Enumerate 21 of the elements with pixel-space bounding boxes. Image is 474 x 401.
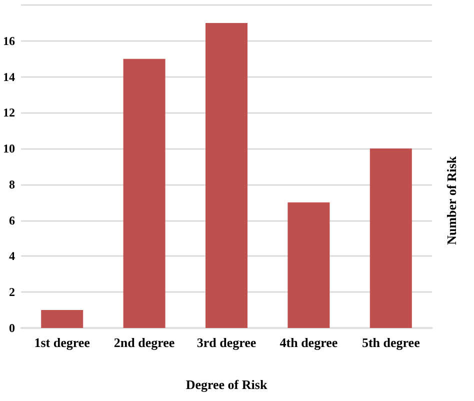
x-tick-label: 1st degree <box>34 335 90 350</box>
x-tick-label: 2nd degree <box>114 335 175 350</box>
y-tick-label: 16 <box>3 34 15 48</box>
y-tick-label: 0 <box>9 321 15 335</box>
y-tick-label: 12 <box>3 106 15 120</box>
x-tick-label: 3rd degree <box>196 335 256 350</box>
y-tick-label: 6 <box>9 213 15 228</box>
bar <box>370 148 412 328</box>
y-tick-label: 8 <box>9 177 15 192</box>
x-axis-title: Degree of Risk <box>186 377 268 392</box>
bar <box>41 310 84 328</box>
y-tick-label: 14 <box>3 70 15 84</box>
y-axis-title: Number of Risk <box>444 156 459 245</box>
y-tick-label: 10 <box>3 142 15 156</box>
bar <box>288 202 330 328</box>
y-tick-label: 4 <box>9 249 15 264</box>
y-tick-label: 2 <box>9 285 15 300</box>
x-tick-label: 5th degree <box>362 335 420 350</box>
x-tick-label: 4th degree <box>280 335 338 350</box>
bar <box>123 58 166 328</box>
bar <box>206 22 248 328</box>
